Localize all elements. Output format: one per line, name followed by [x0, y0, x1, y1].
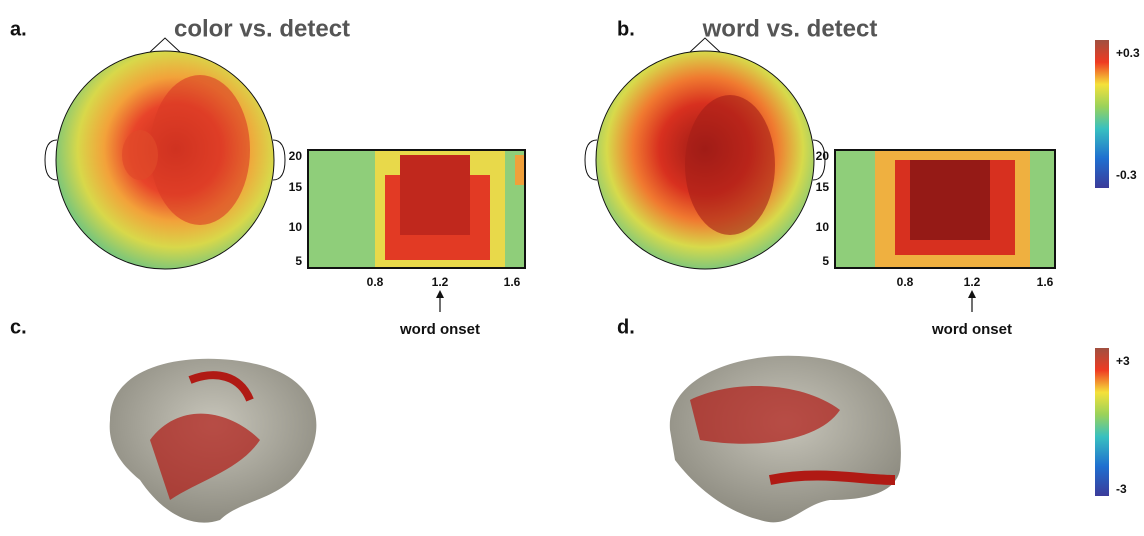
tf-heatmap — [307, 149, 526, 269]
annotation: word onset — [399, 321, 480, 338]
y-tick-label: 15 — [816, 180, 830, 194]
y-tick-label: 20 — [289, 149, 303, 163]
annotation: word onset — [931, 321, 1012, 338]
x-tick-label: 1.2 — [964, 275, 981, 289]
y-tick-label: 15 — [289, 180, 303, 194]
x-tick-label: 1.6 — [1037, 275, 1054, 289]
panel-label: c. — [10, 316, 27, 338]
y-tick-label: 5 — [822, 254, 829, 268]
x-tick-label: 1.6 — [504, 275, 521, 289]
colorbar-max: +3 — [1116, 354, 1130, 368]
x-tick-label: 0.8 — [367, 275, 384, 289]
topomap — [44, 37, 286, 270]
x-tick-label: 0.8 — [897, 275, 914, 289]
colorbar — [1095, 40, 1109, 188]
colorbar-max: +0.3 — [1116, 46, 1140, 60]
y-tick-label: 10 — [289, 220, 303, 234]
panel-label: d. — [617, 316, 635, 338]
panel-title: word vs. detect — [702, 15, 878, 42]
y-tick-label: 5 — [295, 254, 302, 268]
brain-render — [669, 355, 901, 523]
onset-arrowhead — [968, 290, 976, 298]
panel-label: a. — [10, 18, 27, 40]
onset-arrowhead — [436, 290, 444, 298]
topomap — [584, 37, 826, 270]
tf-heatmap — [834, 149, 1056, 269]
panel-title: color vs. detect — [174, 15, 350, 42]
panel-label: b. — [617, 18, 635, 40]
x-tick-label: 1.2 — [432, 275, 449, 289]
y-tick-label: 10 — [816, 220, 830, 234]
colorbar — [1095, 348, 1109, 496]
brain-render — [109, 358, 317, 523]
y-tick-label: 20 — [816, 149, 830, 163]
colorbar-min: -3 — [1116, 482, 1127, 496]
colorbar-min: -0.3 — [1116, 168, 1137, 182]
